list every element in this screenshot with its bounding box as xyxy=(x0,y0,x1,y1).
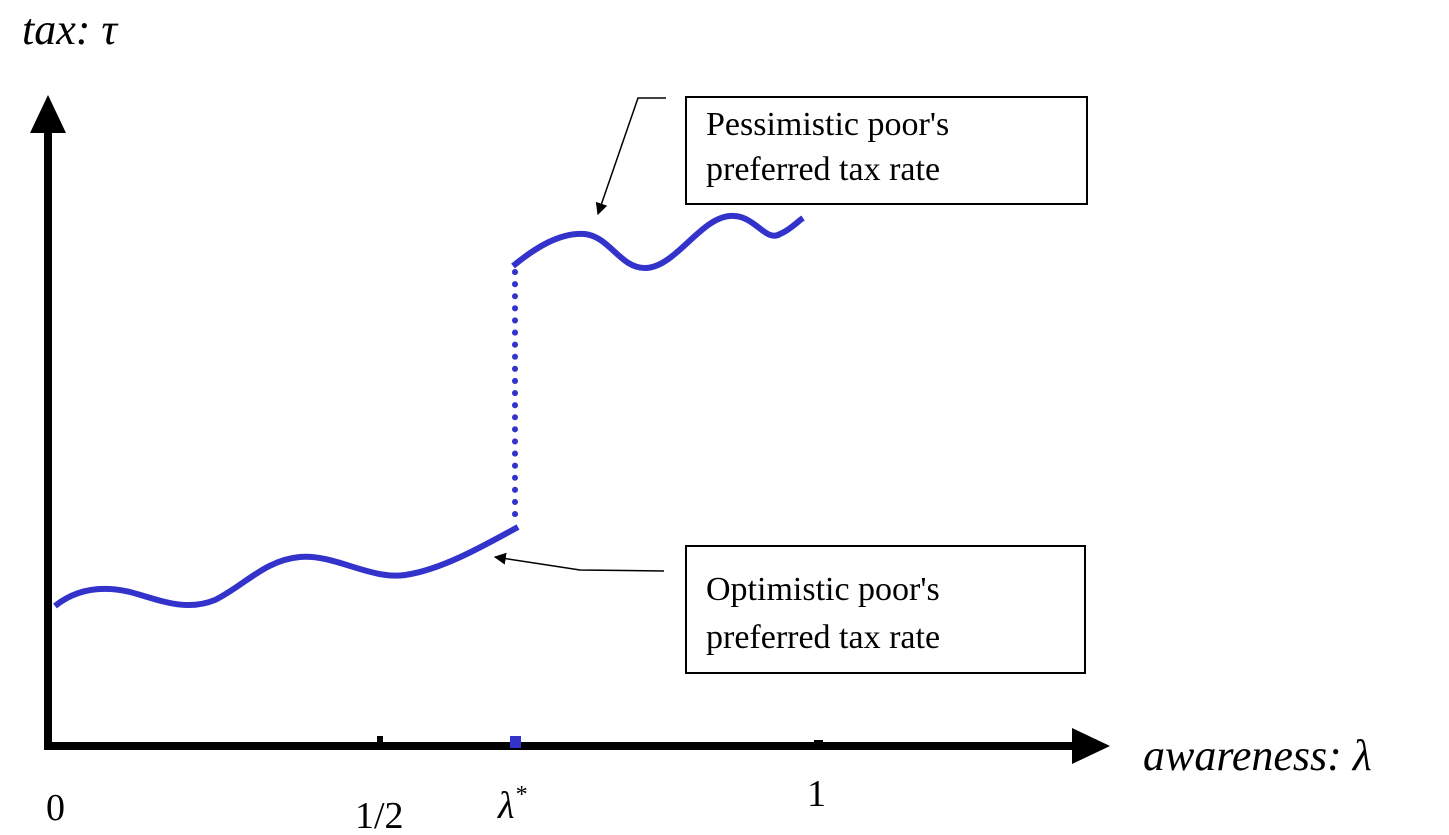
y-axis-label: tax: τ xyxy=(22,5,119,54)
tick xyxy=(814,740,823,746)
annotation-line: preferred tax rate xyxy=(706,151,940,188)
x-arrow xyxy=(1072,728,1110,764)
x-label: 1/2 xyxy=(355,795,404,835)
annotation-line: preferred tax rate xyxy=(706,619,940,656)
optimistic-curve xyxy=(53,524,520,609)
pessimistic-curve xyxy=(511,212,805,272)
x-label-base: λ xyxy=(497,785,514,827)
leader xyxy=(493,552,665,572)
annotation-box xyxy=(685,545,1086,674)
annotation-box xyxy=(685,96,1088,205)
x-label: λ* xyxy=(497,782,526,827)
leader xyxy=(595,97,666,216)
x-label: 0 xyxy=(46,787,65,829)
y-arrow xyxy=(30,95,66,133)
annotation-line: Pessimistic poor's xyxy=(706,106,949,143)
tick xyxy=(510,736,521,748)
x-label: 1 xyxy=(807,773,826,815)
x-label-sup: * xyxy=(514,782,526,808)
x-axis-label: awareness: λ xyxy=(1143,731,1372,780)
tick xyxy=(377,736,383,746)
annotation-line: Optimistic poor's xyxy=(706,571,940,608)
